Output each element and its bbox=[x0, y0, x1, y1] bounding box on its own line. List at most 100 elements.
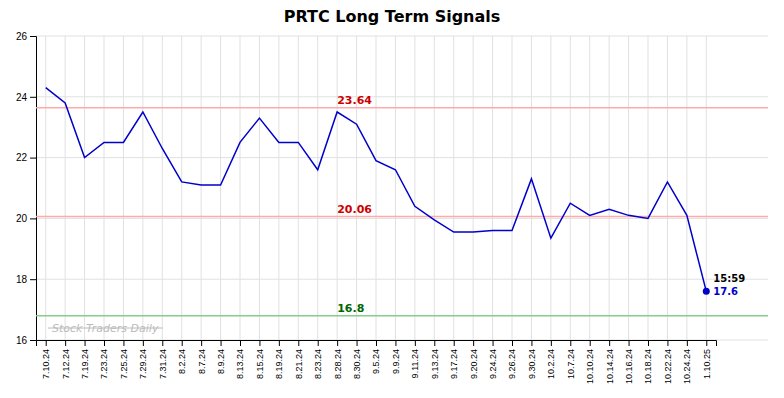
x-tick-mark bbox=[551, 340, 552, 346]
x-tick-mark bbox=[337, 340, 338, 346]
x-tick-label: 8.7.24 bbox=[197, 349, 207, 374]
y-tick-mark bbox=[30, 218, 36, 219]
x-tick-mark bbox=[85, 340, 86, 346]
x-tick-label: 9.17.24 bbox=[449, 349, 459, 379]
y-tick-mark bbox=[30, 340, 36, 341]
x-tick-mark bbox=[454, 340, 455, 346]
grid-line-x bbox=[570, 36, 571, 340]
watermark-strike bbox=[48, 328, 163, 329]
x-tick-label: 7.29.24 bbox=[138, 349, 148, 379]
grid-line-x bbox=[123, 36, 124, 340]
x-tick-label: 8.30.24 bbox=[352, 349, 362, 379]
grid bbox=[36, 36, 768, 340]
annotations: 23.6420.0616.815:5917.6Stock Traders Dai… bbox=[48, 94, 745, 335]
x-tick-label: 1.10.25 bbox=[702, 349, 712, 379]
grid-line-y bbox=[36, 218, 768, 219]
y-tick-label: 16 bbox=[16, 335, 28, 346]
x-tick-mark bbox=[376, 340, 377, 346]
x-tick-label: 9.20.24 bbox=[469, 349, 479, 379]
grid-line-x bbox=[512, 36, 513, 340]
y-tick: 24 bbox=[16, 92, 36, 103]
point-annotation: 15:59 bbox=[713, 273, 745, 284]
x-tick-label: 8.19.24 bbox=[274, 349, 284, 379]
x-tick: 8.15.24 bbox=[255, 340, 265, 379]
x-tick-mark bbox=[512, 340, 513, 346]
y-tick-mark bbox=[30, 97, 36, 98]
x-tick-label: 8.9.24 bbox=[216, 349, 226, 374]
x-tick: 7.25.24 bbox=[119, 340, 129, 379]
x-axis-line bbox=[37, 341, 717, 347]
y-tick-mark bbox=[30, 158, 36, 159]
x-tick: 7.31.24 bbox=[158, 340, 168, 379]
marks bbox=[36, 88, 768, 316]
grid-line-x bbox=[278, 36, 279, 340]
x-tick: 10.18.24 bbox=[643, 340, 653, 384]
grid-line-x bbox=[201, 36, 202, 340]
line bbox=[46, 88, 707, 292]
grid-line-y bbox=[36, 96, 768, 97]
x-tick-label: 8.15.24 bbox=[255, 349, 265, 379]
grid-line-x bbox=[104, 36, 105, 340]
title: PRTC Long Term Signals bbox=[284, 7, 501, 26]
y-tick-label: 20 bbox=[16, 213, 28, 224]
y-tick-label: 26 bbox=[16, 31, 28, 42]
chart: PRTC Long Term Signals1618202224267.10.2… bbox=[0, 0, 784, 398]
x-tick-mark bbox=[143, 340, 144, 346]
x-tick-mark bbox=[687, 340, 688, 346]
x-tick-mark bbox=[706, 340, 707, 346]
reference-label: 16.8 bbox=[337, 302, 364, 315]
x-tick-label: 8.28.24 bbox=[333, 349, 343, 379]
x-tick: 7.29.24 bbox=[138, 340, 148, 379]
grid-line-x bbox=[686, 36, 687, 340]
x-tick: 8.2.24 bbox=[177, 340, 187, 374]
x-tick-label: 7.19.24 bbox=[80, 349, 90, 379]
grid-line-x bbox=[628, 36, 629, 340]
x-tick: 10.16.24 bbox=[624, 340, 634, 384]
x-tick-label: 9.30.24 bbox=[527, 349, 537, 379]
x-tick-label: 7.23.24 bbox=[99, 349, 109, 379]
x-tick-label: 9.24.24 bbox=[488, 349, 498, 379]
grid-line-y bbox=[36, 157, 768, 158]
x-tick: 9.24.24 bbox=[488, 340, 498, 379]
grid-line-x bbox=[414, 36, 415, 340]
x-tick-mark bbox=[531, 340, 532, 346]
x-tick-label: 9.11.24 bbox=[410, 349, 420, 378]
x-tick: 9.20.24 bbox=[469, 340, 479, 379]
y-tick-mark bbox=[30, 279, 36, 280]
grid-line-x bbox=[142, 36, 143, 340]
x-tick-mark bbox=[609, 340, 610, 346]
reference-line bbox=[36, 107, 768, 109]
x-tick-mark bbox=[318, 340, 319, 346]
plot-area: 1618202224267.10.247.12.247.19.247.23.24… bbox=[16, 31, 768, 384]
x-tick: 1.10.25 bbox=[702, 340, 712, 379]
grid-line-x bbox=[181, 36, 182, 340]
grid-line-x bbox=[434, 36, 435, 340]
x-tick: 9.30.24 bbox=[527, 340, 537, 379]
y-tick: 26 bbox=[16, 31, 36, 42]
x-tick: 8.19.24 bbox=[274, 340, 284, 379]
x-tick-label: 8.2.24 bbox=[177, 349, 187, 374]
x-tick-mark bbox=[279, 340, 280, 346]
x-tick-label: 8.21.24 bbox=[294, 349, 304, 379]
x-tick-label: 7.10.24 bbox=[41, 349, 51, 379]
grid-line-x bbox=[589, 36, 590, 340]
x-tick: 7.23.24 bbox=[99, 340, 109, 379]
x-tick: 9.13.24 bbox=[430, 340, 440, 379]
x-tick: 9.26.24 bbox=[507, 340, 517, 379]
reference-line bbox=[36, 315, 768, 317]
x-tick-mark bbox=[123, 340, 124, 346]
y-tick-label: 18 bbox=[16, 274, 28, 285]
grid-line-x bbox=[84, 36, 85, 340]
x-tick-label: 10.10.24 bbox=[585, 349, 595, 384]
grid-line-x bbox=[667, 36, 668, 340]
grid-line-x bbox=[453, 36, 454, 340]
grid-line-x bbox=[298, 36, 299, 340]
y-axis: 161820222426 bbox=[16, 31, 37, 346]
x-tick-label: 7.25.24 bbox=[119, 349, 129, 379]
x-tick: 7.19.24 bbox=[80, 340, 90, 379]
y-tick: 20 bbox=[16, 213, 36, 224]
x-tick: 9.17.24 bbox=[449, 340, 459, 379]
reference-label: 20.06 bbox=[337, 203, 372, 216]
x-tick-label: 10.14.24 bbox=[605, 349, 615, 384]
x-tick-mark bbox=[240, 340, 241, 346]
